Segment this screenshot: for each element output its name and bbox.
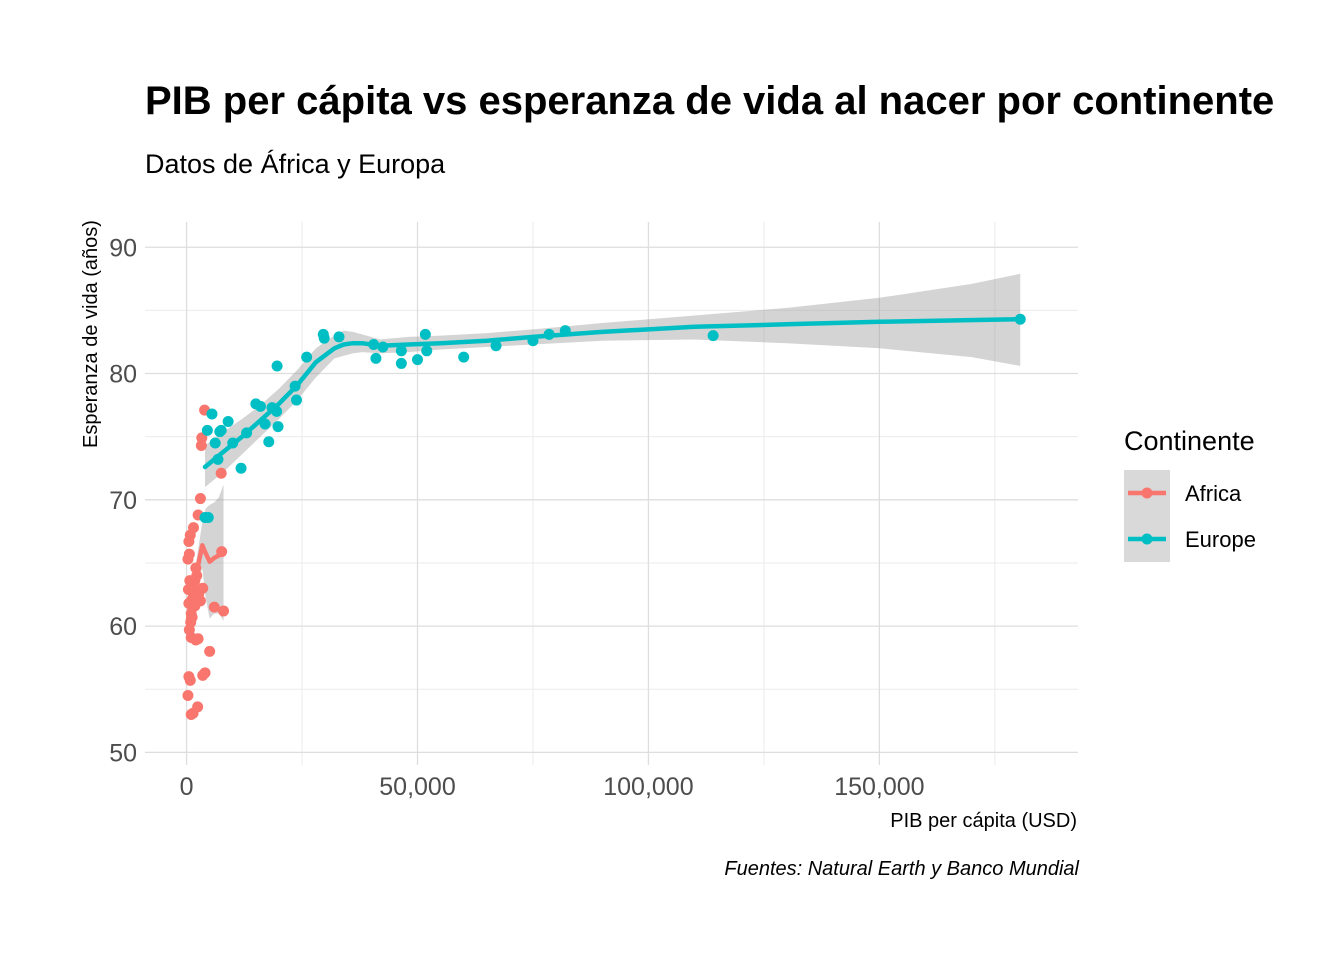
- y-axis-title: Esperanza de vida (años): [80, 220, 102, 448]
- data-point-europe: [254, 400, 266, 412]
- chart-caption: Fuentes: Natural Earth y Banco Mundial: [724, 858, 1079, 880]
- chart-subtitle: Datos de África y Europa: [145, 149, 446, 179]
- data-point-africa: [204, 645, 216, 657]
- legend-key-point: [1141, 487, 1153, 499]
- data-point-europe: [317, 328, 329, 340]
- data-point-africa: [194, 585, 206, 597]
- legend-label: Africa: [1185, 481, 1242, 506]
- legend-item-europe: Europe: [1124, 516, 1256, 562]
- data-point-europe: [272, 421, 284, 433]
- grid: [145, 222, 1078, 765]
- data-point-africa: [184, 674, 196, 686]
- y-tick-label: 80: [109, 361, 137, 389]
- legend-item-africa: Africa: [1124, 470, 1242, 516]
- data-point-europe: [333, 331, 345, 343]
- data-point-europe: [458, 351, 470, 363]
- x-axis-ticks: 0 50,000 100,000 150,000: [180, 773, 925, 801]
- confidence-bands: [187, 273, 1021, 635]
- data-point-africa: [190, 634, 202, 646]
- y-axis-ticks: 50 60 70 80 90: [109, 234, 137, 767]
- smooth-lines: [185, 316, 1023, 623]
- data-point-africa: [194, 595, 206, 607]
- data-point-africa: [196, 432, 208, 444]
- data-point-europe: [370, 352, 382, 364]
- data-point-europe: [490, 340, 502, 352]
- x-tick-label: 50,000: [379, 773, 455, 801]
- data-point-europe: [263, 436, 275, 448]
- y-tick-label: 90: [109, 234, 137, 262]
- data-point-europe: [301, 351, 313, 363]
- x-axis-title: PIB per cápita (USD): [890, 810, 1077, 832]
- data-point-africa: [182, 690, 194, 702]
- confidence-band-europe: [205, 273, 1021, 488]
- plot-area: [145, 222, 1078, 765]
- data-point-europe: [215, 424, 227, 436]
- legend-title: Continente: [1124, 426, 1255, 456]
- smooth-line-europe: [202, 316, 1023, 470]
- y-tick-label: 70: [109, 487, 137, 515]
- data-point-africa: [208, 601, 220, 613]
- data-point-africa: [215, 467, 227, 479]
- data-point-europe: [235, 462, 247, 474]
- data-point-europe: [290, 394, 302, 406]
- data-point-africa: [192, 701, 204, 713]
- chart-title: PIB per cápita vs esperanza de vida al n…: [145, 79, 1274, 123]
- data-point-africa: [218, 605, 230, 617]
- data-point-europe: [419, 328, 431, 340]
- smooth-line-africa: [185, 543, 226, 623]
- legend: Continente Africa Europe: [1124, 426, 1256, 562]
- x-tick-label: 0: [180, 773, 194, 801]
- y-tick-label: 60: [109, 613, 137, 641]
- confidence-band-africa: [187, 484, 224, 635]
- legend-label: Europe: [1185, 527, 1256, 552]
- data-point-europe: [395, 345, 407, 357]
- x-tick-label: 150,000: [834, 773, 924, 801]
- data-point-europe: [707, 330, 719, 342]
- data-point-europe: [209, 437, 221, 449]
- data-point-europe: [412, 354, 424, 366]
- data-point-europe: [421, 345, 433, 357]
- data-point-europe: [395, 357, 407, 369]
- data-point-europe: [271, 360, 283, 372]
- legend-items: Africa Europe: [1124, 470, 1256, 562]
- data-point-africa: [199, 667, 211, 679]
- data-point-africa: [194, 493, 206, 505]
- data-point-europe: [206, 408, 218, 420]
- y-tick-label: 50: [109, 739, 137, 767]
- x-tick-label: 100,000: [603, 773, 693, 801]
- data-point-europe: [201, 424, 213, 436]
- data-point-europe: [202, 511, 214, 523]
- data-point-europe: [222, 416, 234, 428]
- data-point-africa: [187, 522, 199, 534]
- data-point-africa: [183, 548, 195, 560]
- legend-key-point: [1141, 533, 1153, 545]
